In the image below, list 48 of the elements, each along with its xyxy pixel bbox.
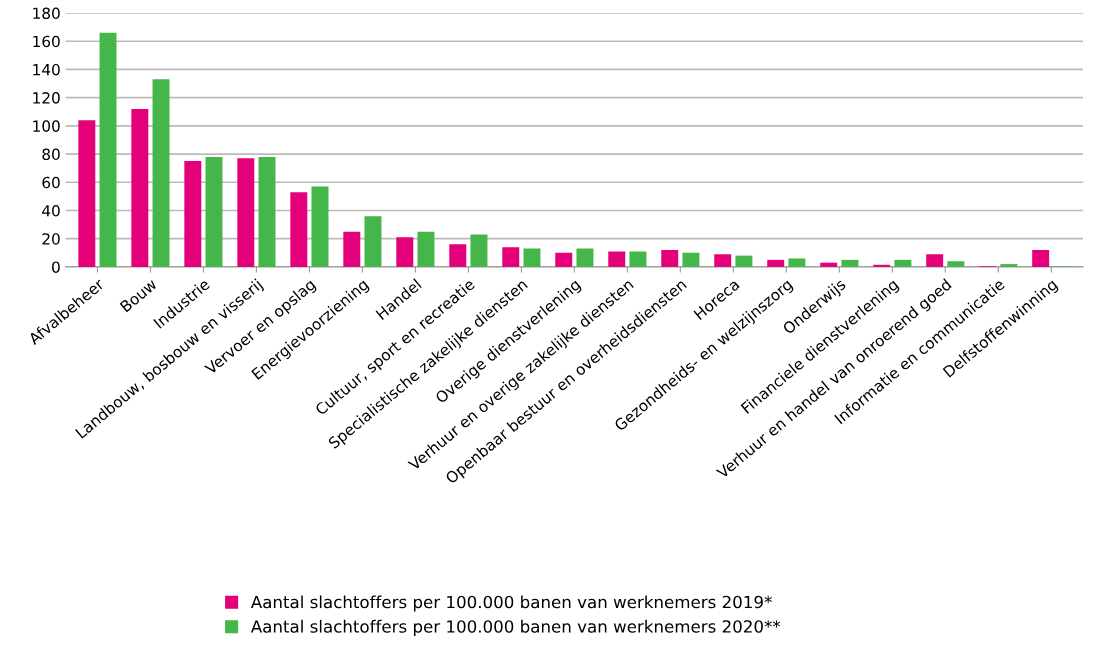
bar — [767, 259, 785, 267]
bar — [470, 234, 488, 267]
bar — [682, 252, 700, 267]
y-tick-label: 40 — [42, 204, 60, 217]
bar — [576, 248, 594, 267]
bar — [343, 231, 361, 267]
bar — [926, 254, 944, 267]
bar — [735, 255, 753, 267]
bar — [396, 237, 414, 267]
bar — [364, 216, 382, 267]
bar — [1032, 249, 1050, 267]
bar — [947, 261, 965, 267]
bar — [820, 262, 838, 267]
bar — [502, 247, 520, 267]
bar — [523, 248, 541, 267]
bar — [629, 251, 647, 267]
bar — [205, 156, 223, 267]
y-tick-label: 180 — [33, 7, 60, 20]
y-tick-label: 80 — [42, 148, 60, 161]
bar — [714, 254, 732, 267]
bar — [894, 259, 912, 267]
bar — [184, 161, 202, 267]
y-tick-label: 140 — [33, 63, 60, 76]
bar — [873, 264, 891, 267]
bar — [417, 231, 435, 267]
bar — [1000, 264, 1018, 267]
bar — [99, 32, 117, 267]
y-tick-label: 120 — [33, 92, 60, 104]
legend-label: Aantal slachtoffers per 100.000 banen van werknemers 2019* — [250, 595, 772, 612]
bar — [555, 252, 573, 267]
y-tick-label: 100 — [33, 120, 60, 132]
bar — [841, 259, 859, 267]
bar — [290, 192, 308, 267]
bar — [131, 108, 149, 267]
bar — [78, 120, 96, 267]
bar — [152, 79, 170, 267]
y-tick-label: 160 — [33, 35, 60, 48]
y-tick-label: 20 — [42, 233, 60, 245]
y-tick-label: 60 — [42, 176, 60, 189]
bar — [661, 249, 679, 267]
bar — [608, 251, 626, 267]
legend-label: Aantal slachtoffers per 100.000 banen van werknemers 2020** — [250, 619, 781, 636]
y-tick-label: 0 — [52, 261, 60, 273]
bar — [258, 156, 276, 267]
bar — [788, 258, 806, 267]
bar — [311, 186, 329, 267]
bar — [237, 158, 255, 267]
bar — [449, 244, 467, 267]
